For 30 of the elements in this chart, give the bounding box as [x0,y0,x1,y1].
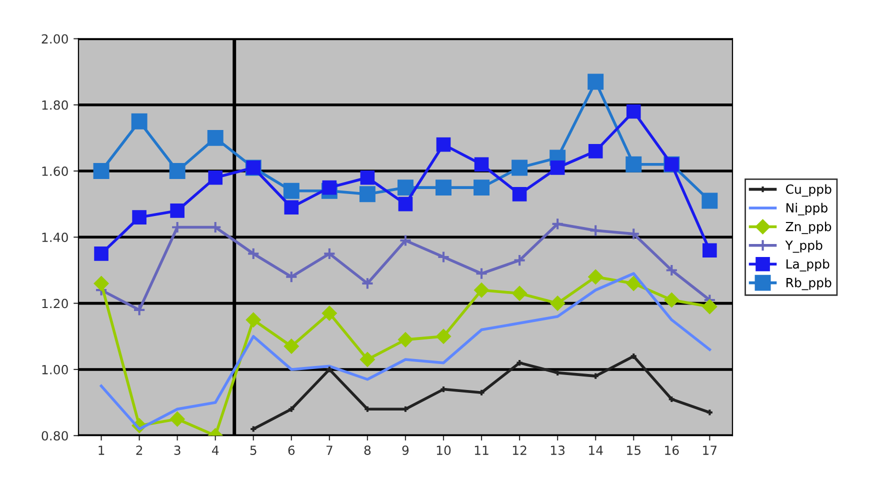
x-tick-label: 17 [703,446,717,455]
y-tick-label: 1.40 [42,232,68,242]
legend-label: La_ppb [786,258,830,272]
x-tick-label: 3 [174,446,180,455]
y-tick-label: 2.00 [42,34,68,44]
y-tick-label: 1.60 [42,166,68,176]
y-tick-label: 1.00 [42,364,68,374]
x-tick-label: 11 [474,446,488,455]
x-tick-label: 9 [402,446,409,455]
y-tick-label: 1.20 [42,298,68,308]
legend-label: Y_ppb [785,240,822,253]
x-tick-label: 4 [212,446,219,455]
x-tick-label: 12 [512,446,526,455]
legend-label: Zn_ppb [786,222,832,234]
x-tick-label: 10 [436,446,451,455]
x-tick-label: 16 [665,446,679,455]
x-tick-label: 15 [627,446,640,455]
x-tick-label: 5 [250,446,256,455]
x-tick-label: 6 [288,446,295,455]
x-tick-label: 1 [98,446,104,455]
y-tick-label: 0.80 [42,431,68,441]
x-tick-label: 2 [136,446,142,455]
x-tick-label: 14 [589,446,603,455]
legend-label: Ni_ppb [786,202,828,216]
x-tick-label: 8 [364,446,371,455]
x-tick-label: 7 [326,446,332,455]
legend-label: Cu_ppb [786,184,832,197]
y-tick-label: 1.80 [42,100,68,110]
x-tick-label: 13 [550,446,565,455]
legend-label: Rb_ppb [786,278,832,290]
